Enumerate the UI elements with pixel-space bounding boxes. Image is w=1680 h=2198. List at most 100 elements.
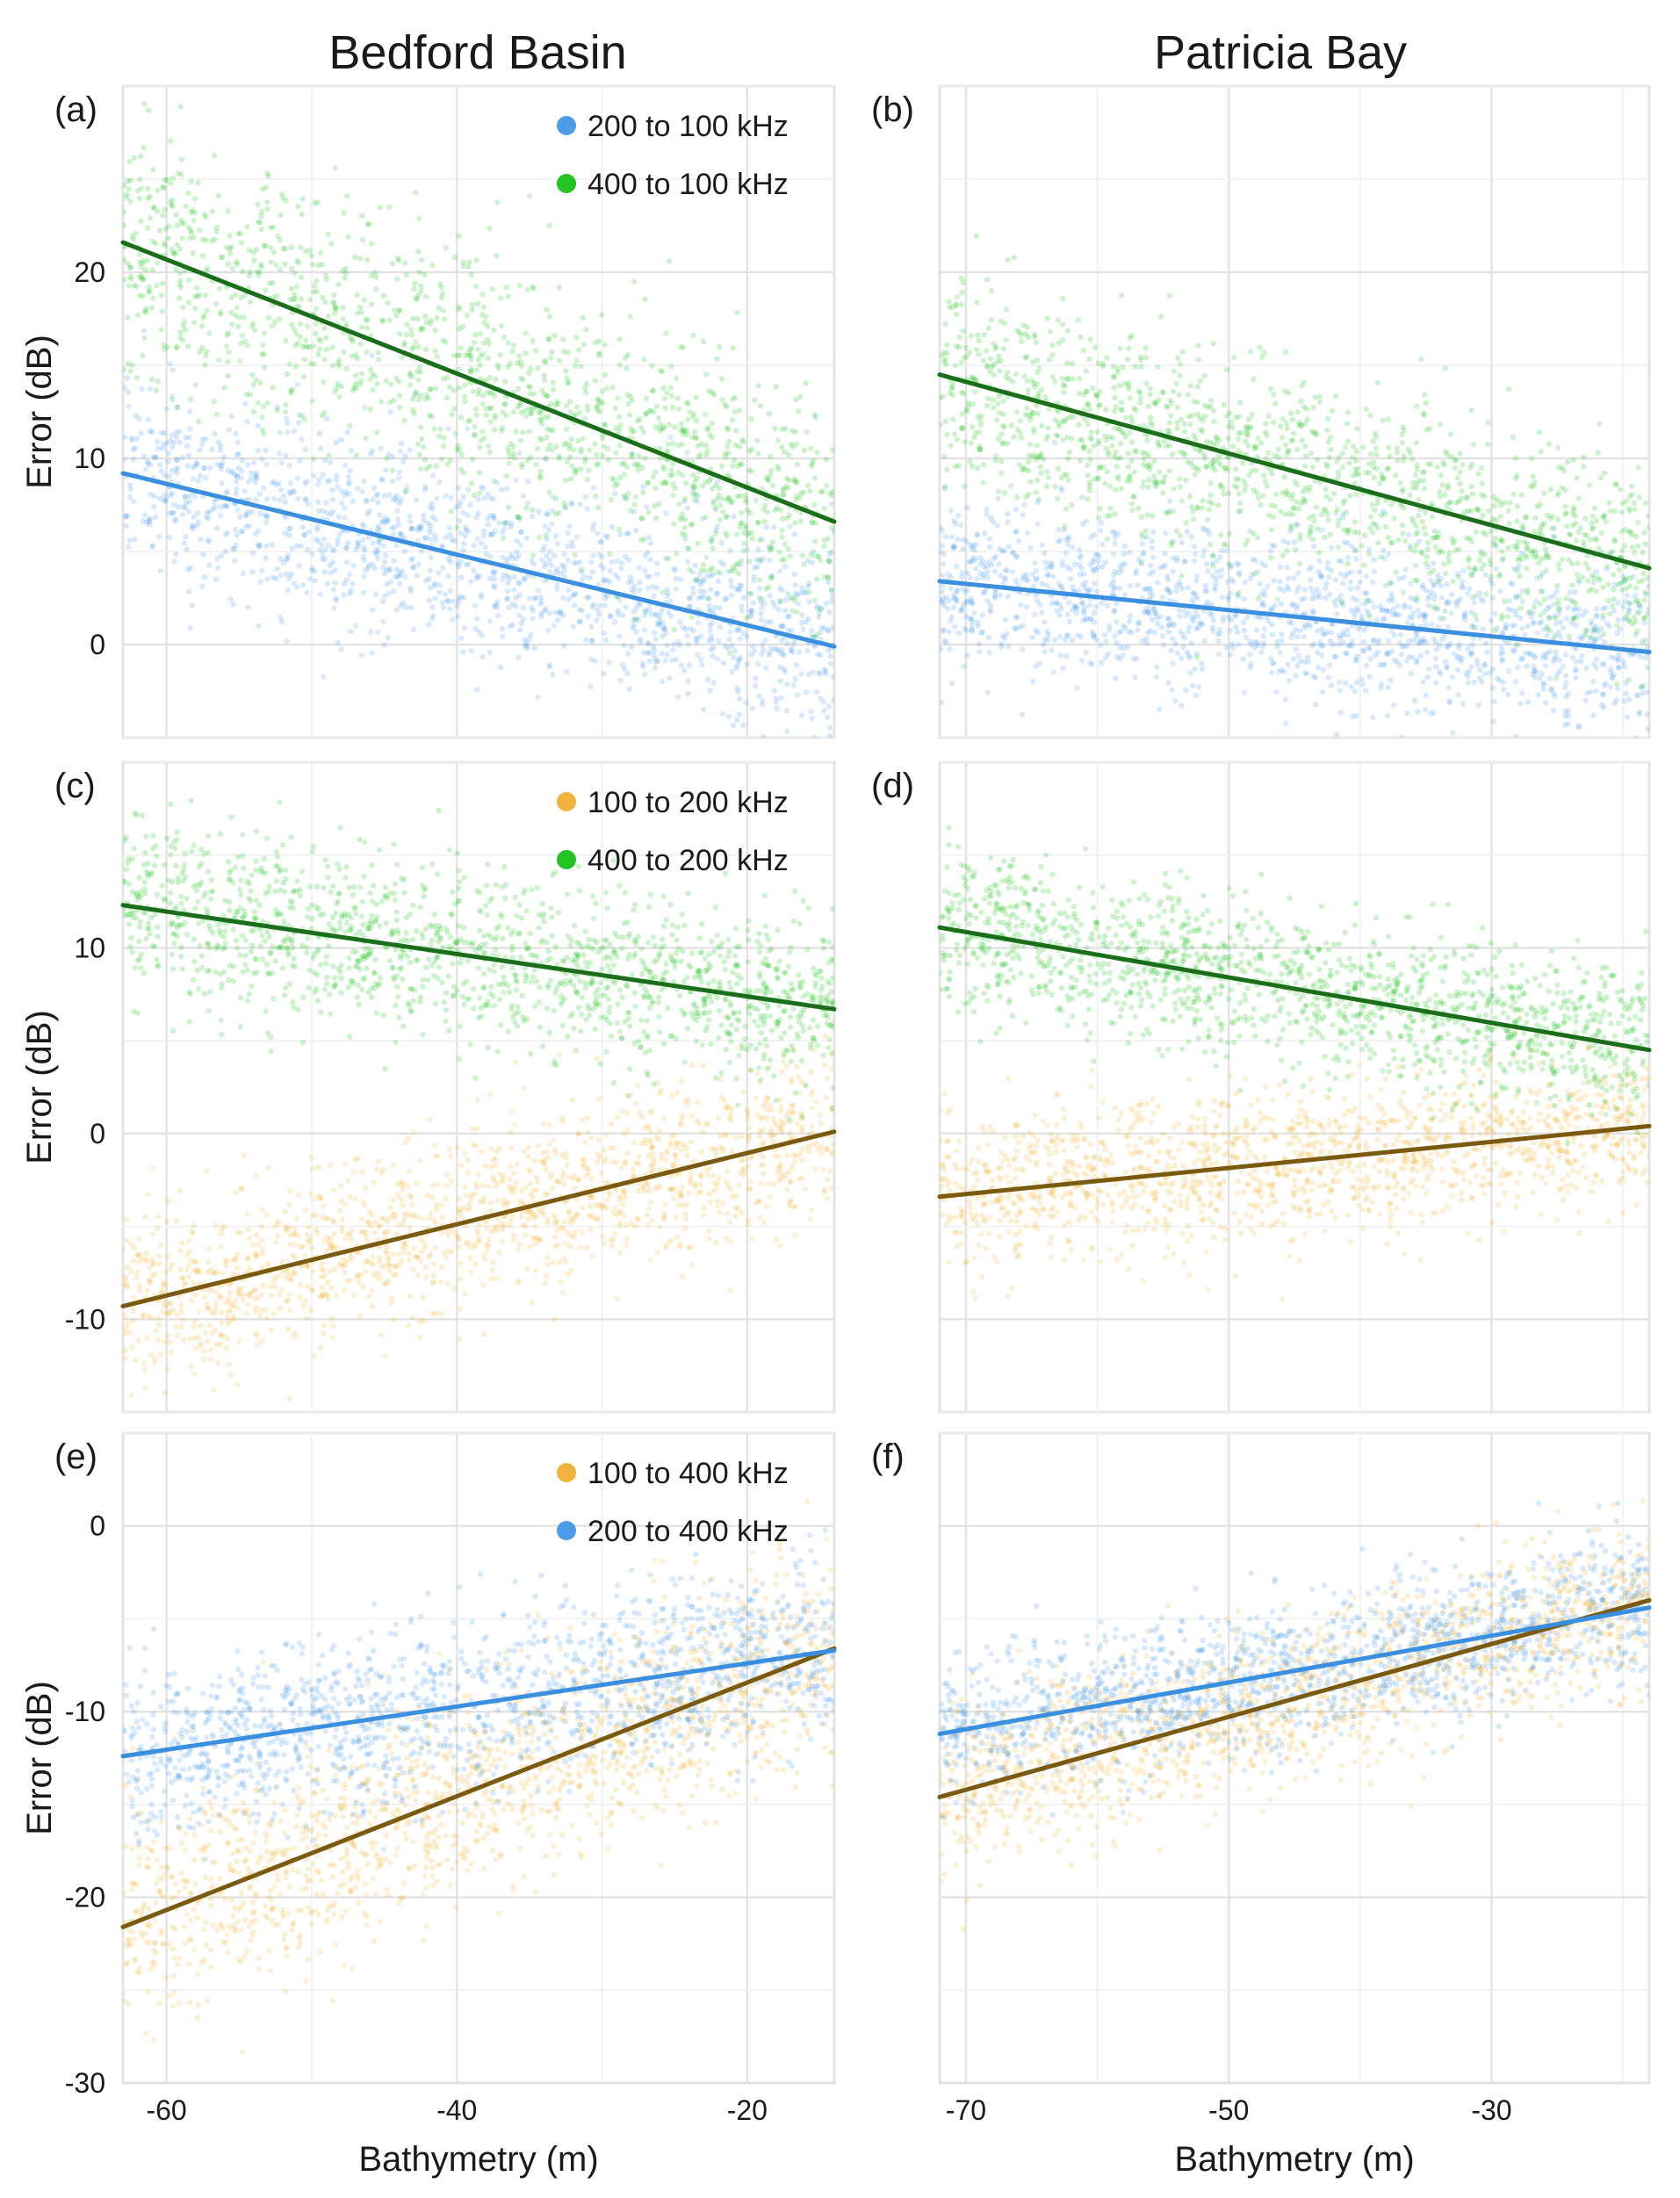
data-point <box>156 227 162 233</box>
data-point <box>364 350 369 355</box>
data-point <box>437 426 443 431</box>
data-point <box>416 216 422 221</box>
data-point <box>444 598 450 603</box>
data-point <box>297 334 302 339</box>
data-point <box>1436 579 1441 584</box>
data-point <box>218 309 223 314</box>
data-point <box>1218 573 1223 579</box>
data-point <box>553 533 559 538</box>
data-point <box>623 355 628 360</box>
data-point <box>982 530 987 536</box>
data-point <box>393 543 399 548</box>
data-point <box>824 483 829 488</box>
data-point <box>1117 383 1122 388</box>
data-point <box>183 435 188 440</box>
data-point <box>212 431 217 436</box>
data-point <box>313 321 318 326</box>
data-point <box>202 574 207 580</box>
data-point <box>301 532 306 537</box>
data-point <box>1492 699 1497 704</box>
data-point <box>985 396 991 401</box>
data-point <box>691 628 696 633</box>
data-point <box>577 559 582 565</box>
data-point <box>520 616 525 622</box>
data-point <box>191 250 196 256</box>
data-point <box>539 388 544 393</box>
data-point <box>530 608 536 613</box>
data-point <box>1118 441 1123 446</box>
data-point <box>376 357 381 362</box>
data-point <box>150 267 155 272</box>
data-point <box>631 617 636 623</box>
data-point <box>613 406 618 411</box>
data-point <box>1021 374 1027 379</box>
data-point <box>330 497 335 502</box>
data-point <box>305 547 310 552</box>
data-point <box>827 745 833 750</box>
data-point <box>245 604 250 609</box>
data-point <box>675 639 681 645</box>
data-point <box>287 526 292 531</box>
data-point <box>574 404 580 409</box>
data-point <box>1446 685 1452 690</box>
data-point <box>1042 551 1047 556</box>
data-point <box>1177 580 1182 585</box>
data-point <box>187 625 192 631</box>
data-point <box>723 530 728 536</box>
data-point <box>240 571 245 576</box>
data-point <box>781 487 786 493</box>
data-point <box>167 473 172 479</box>
data-point <box>1601 692 1606 697</box>
data-point <box>1086 602 1092 608</box>
data-point <box>379 399 384 404</box>
data-point <box>1114 601 1119 606</box>
data-point <box>591 522 596 527</box>
data-point <box>552 333 557 338</box>
data-point <box>1036 496 1042 501</box>
data-point <box>194 285 199 291</box>
data-point <box>1557 566 1562 572</box>
data-point <box>397 469 402 474</box>
data-point <box>468 579 473 584</box>
data-point <box>186 452 191 458</box>
data-point <box>602 342 608 347</box>
data-point <box>226 373 231 378</box>
data-point <box>585 407 590 413</box>
data-point <box>1262 626 1267 631</box>
data-point <box>561 551 566 557</box>
data-point <box>478 363 483 368</box>
data-point <box>642 456 647 461</box>
data-point <box>1003 567 1008 573</box>
data-point <box>368 366 373 371</box>
data-point <box>1294 663 1300 668</box>
data-point <box>247 273 252 278</box>
data-point <box>242 339 247 344</box>
data-point <box>687 567 692 573</box>
data-point <box>228 245 234 250</box>
data-point <box>384 567 389 573</box>
data-point <box>1636 710 1641 715</box>
data-point <box>692 497 697 502</box>
data-point <box>335 640 340 645</box>
data-point <box>1444 581 1449 587</box>
data-point <box>1065 477 1071 482</box>
data-point <box>317 477 322 482</box>
data-point <box>321 325 327 330</box>
data-point <box>757 577 762 582</box>
data-point <box>1216 652 1222 657</box>
data-point <box>1279 602 1284 607</box>
data-point <box>407 514 412 519</box>
data-point <box>734 686 739 691</box>
data-point <box>1202 588 1208 594</box>
data-point <box>760 642 765 647</box>
data-point <box>792 572 797 577</box>
data-point <box>486 522 491 527</box>
data-point <box>698 581 703 587</box>
data-point <box>1446 623 1451 629</box>
data-point <box>1092 581 1097 587</box>
data-point <box>1336 522 1341 528</box>
data-point <box>249 372 255 378</box>
data-point <box>491 328 496 333</box>
data-point <box>1180 645 1186 650</box>
data-point <box>308 253 314 258</box>
